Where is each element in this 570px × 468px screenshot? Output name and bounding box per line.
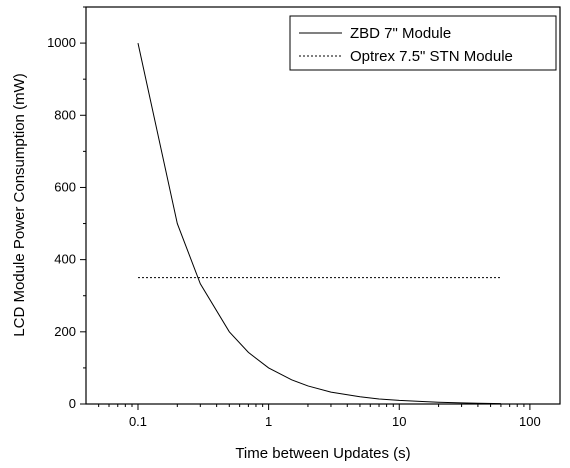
x-tick-label-3: 100 — [519, 414, 541, 429]
x-axis-title: Time between Updates (s) — [235, 445, 410, 462]
x-tick-label-1: 1 — [265, 414, 272, 429]
x-axis-ticks: 0.1 1 10 100 — [98, 404, 541, 429]
plot-frame — [85, 6, 561, 405]
legend-label-optrex: Optrex 7.5" STN Module — [350, 48, 513, 65]
y-tick-label-3: 600 — [54, 179, 76, 194]
series-layer — [137, 42, 501, 405]
legend-box — [289, 15, 557, 71]
y-tick-label-1: 200 — [54, 324, 76, 339]
legend: ZBD 7" Module Optrex 7.5" STN Module — [289, 15, 557, 71]
series-line-0 — [137, 42, 501, 405]
y-tick-label-5: 1000 — [47, 35, 76, 50]
x-tick-label-2: 10 — [392, 414, 406, 429]
x-tick-label-0: 0.1 — [129, 414, 147, 429]
legend-label-zbd: ZBD 7" Module — [350, 25, 451, 42]
y-tick-label-0: 0 — [69, 396, 76, 411]
y-tick-label-4: 800 — [54, 107, 76, 122]
y-axis-title: LCD Module Power Consumption (mW) — [11, 73, 28, 336]
y-axis-ticks: 0 200 400 600 800 1000 — [47, 6, 86, 411]
y-tick-label-2: 400 — [54, 252, 76, 267]
